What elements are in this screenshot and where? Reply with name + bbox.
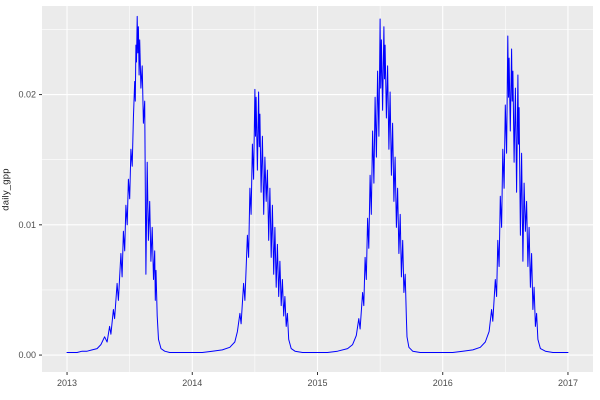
daily-gpp-line bbox=[66, 15, 569, 353]
x-tick-label: 2015 bbox=[307, 378, 327, 388]
y-tick-label: 0.00 bbox=[18, 350, 36, 360]
x-tick-label: 2016 bbox=[433, 378, 453, 388]
x-tick-label: 2013 bbox=[57, 378, 77, 388]
y-tick-label: 0.01 bbox=[18, 220, 36, 230]
y-tick-label: 0.02 bbox=[18, 90, 36, 100]
x-tick-label: 2014 bbox=[182, 378, 202, 388]
y-axis-title: daily_gpp bbox=[0, 168, 12, 211]
x-tick-label: 2017 bbox=[558, 378, 578, 388]
